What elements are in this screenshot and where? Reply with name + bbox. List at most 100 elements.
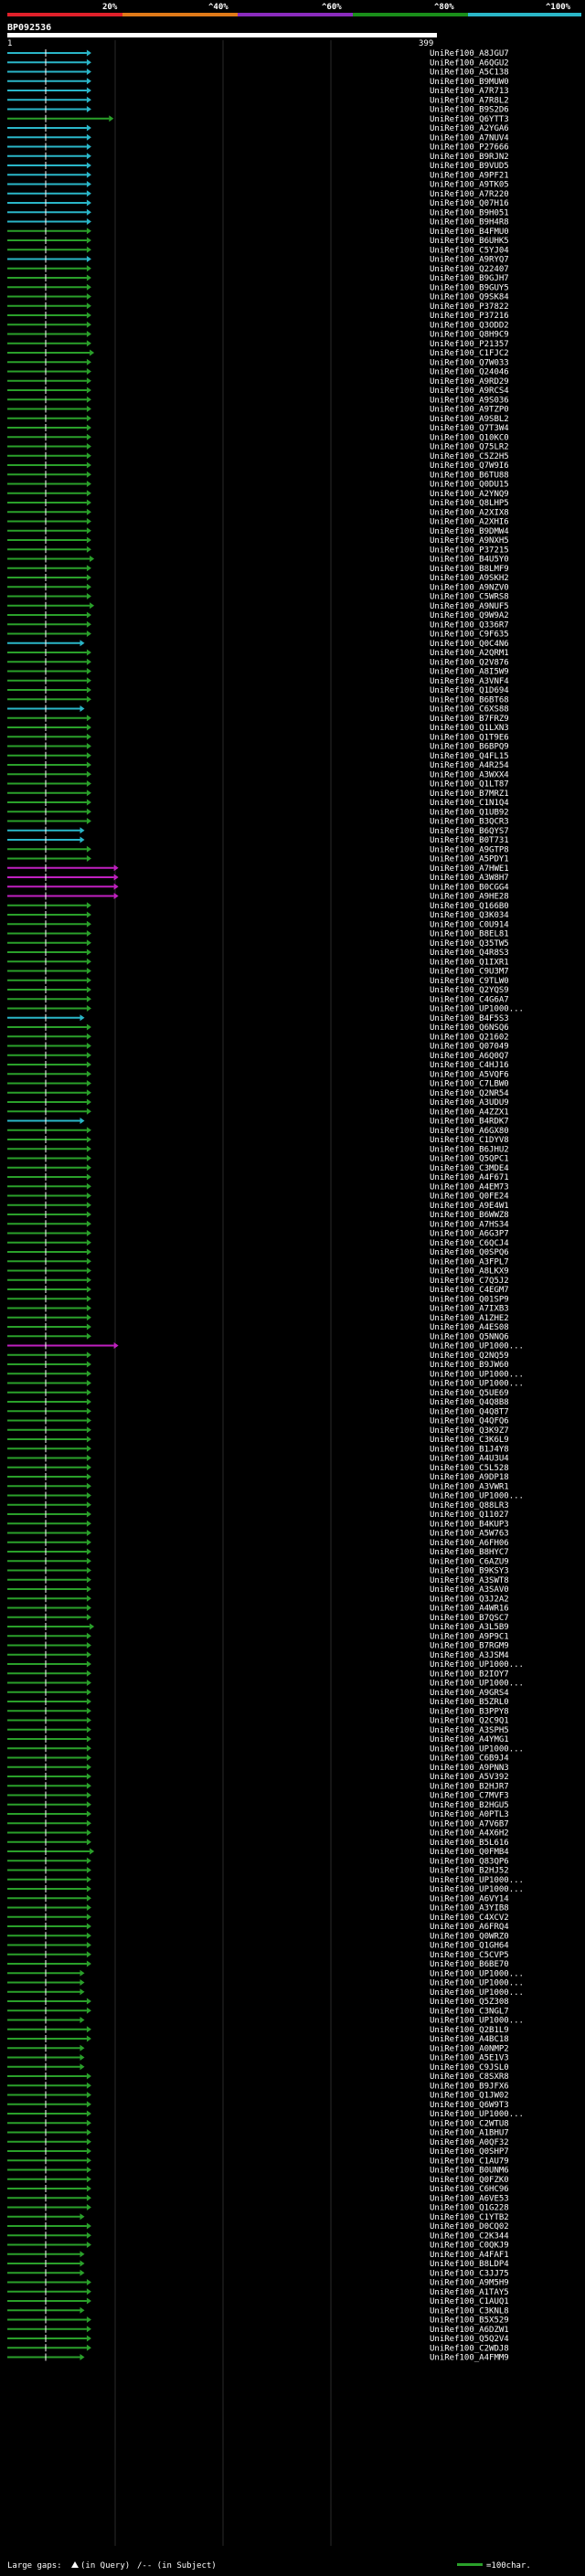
hit-row[interactable]: UniRef100_C1FJC2 [7,349,509,358]
hit-row[interactable]: UniRef100_Q9SK84 [7,292,509,302]
hit-row[interactable]: UniRef100_B6BE70 [7,1960,509,1969]
hit-row[interactable]: UniRef100_Q4QFQ6 [7,1416,509,1426]
hit-label[interactable]: UniRef100_A3W8H7 [430,874,509,883]
hit-row[interactable]: UniRef100_Q2YQS9 [7,986,509,995]
hit-label[interactable]: UniRef100_Q3K034 [430,911,509,920]
hit-label[interactable]: UniRef100_B6BE70 [430,1960,509,1969]
hit-row[interactable]: UniRef100_A6FRQ4 [7,1923,509,1932]
hit-label[interactable]: UniRef100_A1ZHE2 [430,1314,509,1323]
hit-row[interactable]: UniRef100_P21357 [7,339,509,349]
hit-label[interactable]: UniRef100_UP1000... [430,1885,524,1894]
hit-row[interactable]: UniRef100_C6HC96 [7,2185,509,2194]
hit-row[interactable]: UniRef100_B9GJH7 [7,274,509,283]
hit-row[interactable]: UniRef100_Q8H9C9 [7,330,509,340]
hit-row[interactable]: UniRef100_A3W8H7 [7,874,509,883]
hit-label[interactable]: UniRef100_A2QRM1 [430,649,509,658]
hit-label[interactable]: UniRef100_D0CQ02 [430,2222,509,2231]
hit-row[interactable]: UniRef100_UP1000... [7,2110,524,2119]
hit-label[interactable]: UniRef100_A3SAV0 [430,1585,509,1595]
hit-label[interactable]: UniRef100_A5VQF6 [430,1070,509,1079]
hit-row[interactable]: UniRef100_Q3K9Z7 [7,1426,509,1436]
hit-label[interactable]: UniRef100_A3JSM4 [430,1651,509,1660]
hit-label[interactable]: UniRef100_A9E4W1 [430,1202,509,1211]
hit-label[interactable]: UniRef100_Q0WRZ0 [430,1932,509,1941]
hit-label[interactable]: UniRef100_B9S2D6 [430,106,509,115]
hit-label[interactable]: UniRef100_Q2NQ59 [430,1352,509,1361]
hit-row[interactable]: UniRef100_B7QSC7 [7,1613,509,1623]
hit-label[interactable]: UniRef100_C5WRS8 [430,593,509,602]
hit-row[interactable]: UniRef100_B9S2D6 [7,105,509,115]
hit-label[interactable]: UniRef100_A9NXH5 [430,536,509,546]
hit-row[interactable]: UniRef100_A6VE53 [7,2194,509,2203]
hit-row[interactable]: UniRef100_Q1UB92 [7,808,509,817]
hit-label[interactable]: UniRef100_C4XCV2 [430,1913,509,1923]
hit-row[interactable]: UniRef100_Q2C9Q1 [7,1716,509,1726]
hit-label[interactable]: UniRef100_C6XS88 [430,705,509,715]
hit-label[interactable]: UniRef100_UP1000... [430,1380,524,1389]
hit-row[interactable]: UniRef100_Q5NNQ6 [7,1332,509,1341]
hit-label[interactable]: UniRef100_A0QF32 [430,2138,509,2147]
hit-label[interactable]: UniRef100_Q1JW02 [430,2092,509,2101]
hit-label[interactable]: UniRef100_Q5Z308 [430,1998,509,2007]
hit-label[interactable]: UniRef100_A9RD29 [430,377,509,387]
hit-label[interactable]: UniRef100_A8LKX9 [430,1267,509,1277]
hit-label[interactable]: UniRef100_A4F671 [430,1173,509,1182]
hit-label[interactable]: UniRef100_C7Q5J2 [430,1277,509,1286]
hit-row[interactable]: UniRef100_B6BT68 [7,695,509,705]
hit-row[interactable]: UniRef100_C4EGM7 [7,1286,509,1295]
hit-row[interactable]: UniRef100_UP1000... [7,1660,524,1670]
hit-label[interactable]: UniRef100_C6AZU9 [430,1557,509,1566]
hit-row[interactable]: UniRef100_A0QF32 [7,2137,509,2147]
hit-label[interactable]: UniRef100_Q9W9A2 [430,611,509,620]
hit-label[interactable]: UniRef100_A6DZW1 [430,2326,509,2335]
hit-row[interactable]: UniRef100_C6XS88 [7,705,509,715]
hit-row[interactable]: UniRef100_Q35TW5 [7,938,509,949]
hit-row[interactable]: UniRef100_UP1000... [7,1744,524,1754]
hit-row[interactable]: UniRef100_B9JW60 [7,1361,509,1370]
hit-label[interactable]: UniRef100_A3L5B9 [430,1623,509,1632]
hit-label[interactable]: UniRef100_A0NMP2 [430,2044,509,2053]
hit-row[interactable]: UniRef100_UP1000... [7,2016,524,2026]
hit-label[interactable]: UniRef100_C5YJ04 [430,246,509,255]
hit-row[interactable]: UniRef100_B2HJR7 [7,1782,509,1791]
hit-row[interactable]: UniRef100_A1BHU7 [7,2128,509,2138]
hit-label[interactable]: UniRef100_UP1000... [430,1680,524,1689]
hit-row[interactable]: UniRef100_B4KUP3 [7,1520,509,1529]
hit-row[interactable]: UniRef100_B8LMF9 [7,564,509,574]
hit-label[interactable]: UniRef100_A4YMG1 [430,1735,509,1744]
hit-row[interactable]: UniRef100_B2HJ52 [7,1866,509,1876]
hit-label[interactable]: UniRef100_Q1D694 [430,686,509,695]
hit-row[interactable]: UniRef100_Q11027 [7,1511,509,1520]
hit-row[interactable]: UniRef100_A7HS34 [7,1220,509,1229]
hit-label[interactable]: UniRef100_A9M5H9 [430,2279,509,2288]
hit-row[interactable]: UniRef100_B9JFX6 [7,2082,509,2091]
hit-label[interactable]: UniRef100_A9SKH2 [430,574,509,583]
hit-label[interactable]: UniRef100_Q5Q2V4 [430,2335,509,2344]
hit-row[interactable]: UniRef100_B9RJN2 [7,152,509,162]
hit-label[interactable]: UniRef100_C7LBW0 [430,1080,509,1089]
hit-label[interactable]: UniRef100_B9H051 [430,208,509,217]
hit-row[interactable]: UniRef100_A9GTP8 [7,845,509,854]
hit-row[interactable]: UniRef100_C1YTB2 [7,2212,509,2222]
hit-label[interactable]: UniRef100_Q22407 [430,265,509,274]
hit-label[interactable]: UniRef100_B8LDP4 [430,2260,509,2269]
hit-row[interactable]: UniRef100_Q22407 [7,264,509,274]
hit-label[interactable]: UniRef100_C4G6A7 [430,995,509,1004]
hit-label[interactable]: UniRef100_Q3J2A2 [430,1595,509,1604]
hit-row[interactable]: UniRef100_C6AZU9 [7,1557,509,1566]
hit-label[interactable]: UniRef100_B5ZRL0 [430,1698,509,1707]
hit-row[interactable]: UniRef100_B4U5Y0 [7,555,509,565]
hit-label[interactable]: UniRef100_A9SBL2 [430,415,509,424]
hit-row[interactable]: UniRef100_A4FMM9 [7,2353,509,2363]
hit-label[interactable]: UniRef100_A6QGU2 [430,58,509,68]
hit-row[interactable]: UniRef100_Q7T3W4 [7,424,509,433]
hit-label[interactable]: UniRef100_C3KNL8 [430,2306,509,2316]
hit-label[interactable]: UniRef100_UP1000... [430,1876,524,1885]
hit-label[interactable]: UniRef100_C1DYV8 [430,1136,509,1145]
hit-row[interactable]: UniRef100_UP1000... [7,1370,524,1379]
hit-row[interactable]: UniRef100_C1AU79 [7,2157,509,2166]
hit-label[interactable]: UniRef100_Q0SHP7 [430,2147,509,2157]
hit-label[interactable]: UniRef100_A7IXB3 [430,1305,509,1314]
hit-row[interactable]: UniRef100_Q7W9I6 [7,461,509,471]
hit-row[interactable]: UniRef100_A4BC18 [7,2035,509,2044]
